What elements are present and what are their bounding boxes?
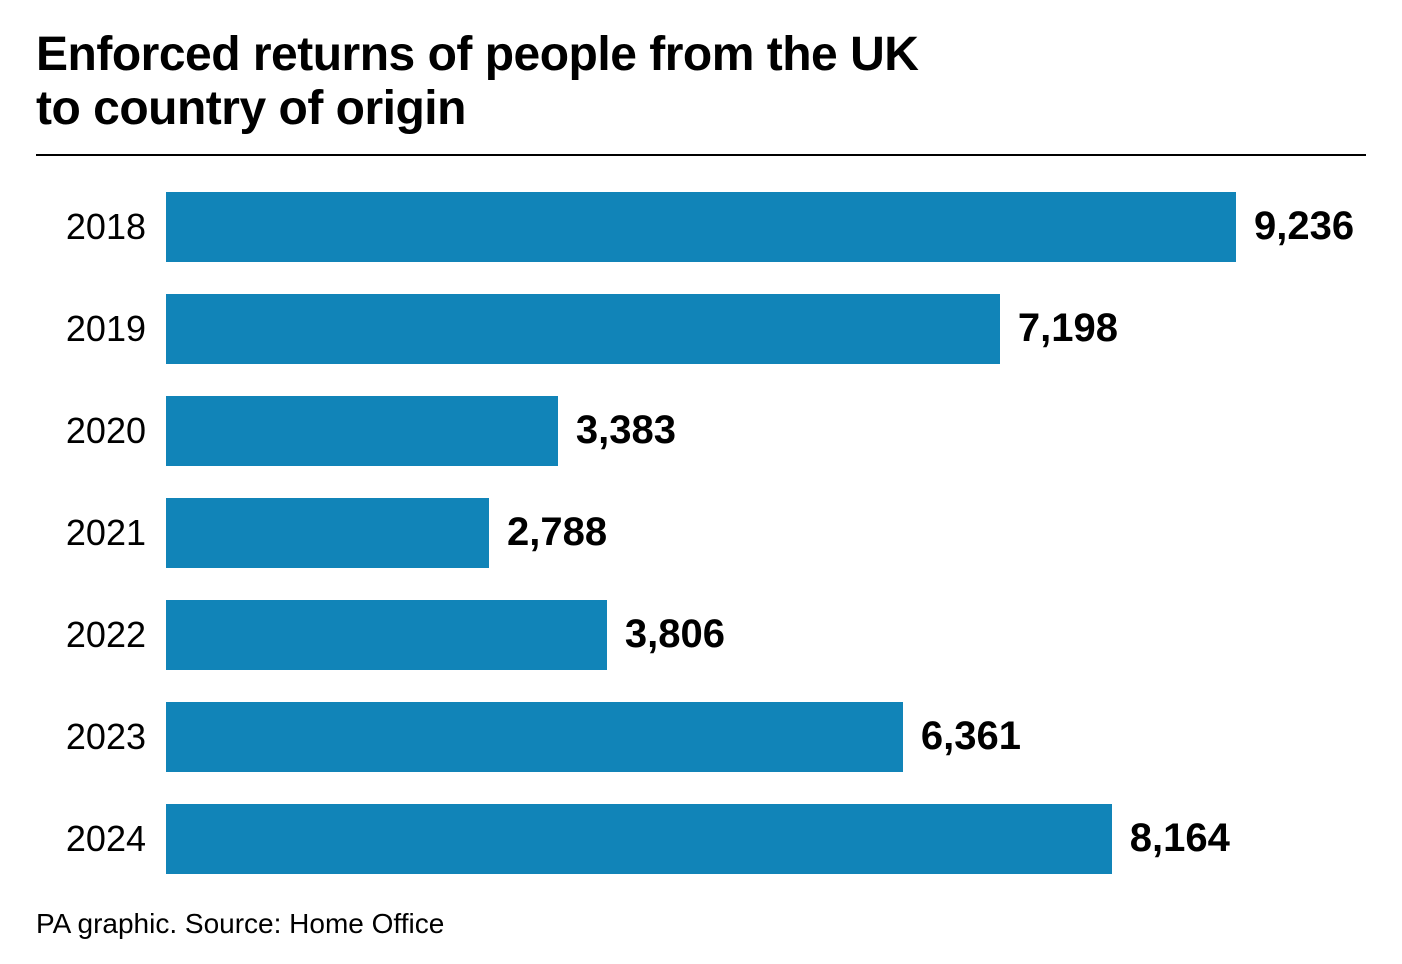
value-label: 2,788	[489, 510, 607, 555]
bar	[166, 294, 1000, 364]
value-label: 7,198	[1000, 306, 1118, 351]
value-label: 9,236	[1236, 204, 1354, 249]
bar-track: 9,236	[166, 192, 1366, 262]
bar	[166, 498, 489, 568]
bar-track: 7,198	[166, 294, 1366, 364]
value-label: 3,806	[607, 612, 725, 657]
category-label: 2019	[36, 308, 166, 350]
bar-row: 2018 9,236	[36, 192, 1366, 262]
category-label: 2021	[36, 512, 166, 554]
source-attribution: PA graphic. Source: Home Office	[36, 908, 1366, 940]
bar-row: 2020 3,383	[36, 396, 1366, 466]
bar-track: 3,383	[166, 396, 1366, 466]
value-label: 6,361	[903, 714, 1021, 759]
bar	[166, 192, 1236, 262]
bar	[166, 804, 1112, 874]
bar-row: 2023 6,361	[36, 702, 1366, 772]
category-label: 2023	[36, 716, 166, 758]
chart-title: Enforced returns of people from the UKto…	[36, 28, 1366, 136]
bar	[166, 396, 558, 466]
bar-track: 8,164	[166, 804, 1366, 874]
category-label: 2022	[36, 614, 166, 656]
bar-chart: 2018 9,236 2019 7,198 2020 3,383 2021 2,788 2022…	[36, 192, 1366, 874]
bar	[166, 702, 903, 772]
value-label: 3,383	[558, 408, 676, 453]
bar-row: 2022 3,806	[36, 600, 1366, 670]
value-label: 8,164	[1112, 816, 1230, 861]
category-label: 2018	[36, 206, 166, 248]
bar-track: 6,361	[166, 702, 1366, 772]
bar	[166, 600, 607, 670]
title-rule	[36, 154, 1366, 156]
bar-row: 2024 8,164	[36, 804, 1366, 874]
category-label: 2024	[36, 818, 166, 860]
bar-track: 3,806	[166, 600, 1366, 670]
category-label: 2020	[36, 410, 166, 452]
bar-row: 2021 2,788	[36, 498, 1366, 568]
bar-row: 2019 7,198	[36, 294, 1366, 364]
bar-track: 2,788	[166, 498, 1366, 568]
